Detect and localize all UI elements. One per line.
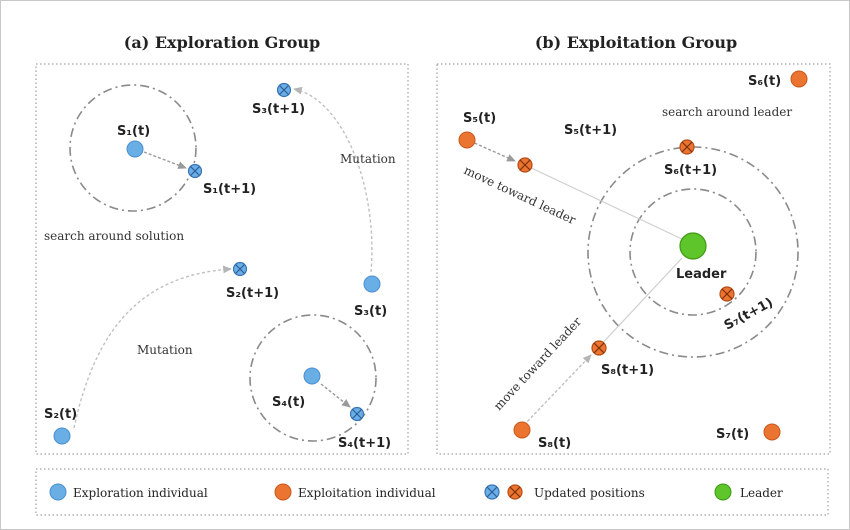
leader-label: Leader — [676, 267, 727, 282]
leader-individual — [679, 232, 707, 260]
s5-next-label: S₅(t+1) — [564, 123, 617, 138]
s2-label: S₂(t) — [44, 407, 77, 422]
legend-exploitation-swatch — [274, 483, 292, 501]
s3-updated-marker — [276, 82, 292, 98]
legend-updated-orange-icon — [507, 484, 523, 500]
legend-leader-swatch — [714, 483, 732, 501]
legend-exploration-label: Exploration individual — [73, 486, 208, 500]
s8-individual — [513, 421, 531, 439]
s8-guide-line — [596, 257, 683, 350]
s3-individual — [363, 275, 381, 293]
search-around-leader-note: search around leader — [662, 105, 792, 119]
legend-leader-label: Leader — [740, 486, 783, 500]
s7-updated-marker — [719, 286, 735, 302]
s8-label: S₈(t) — [538, 436, 571, 451]
legend-updated-blue-icon — [484, 484, 500, 500]
exploitation-title: (b) Exploitation Group — [535, 33, 737, 52]
s6-updated-marker — [679, 139, 695, 155]
s2-updated-marker — [232, 261, 248, 277]
legend-panel — [35, 468, 829, 516]
search-around-solution-note: search around solution — [44, 229, 184, 243]
legend-updated-label: Updated positions — [534, 486, 645, 500]
s1-label: S₁(t) — [117, 124, 150, 139]
s2-individual — [53, 427, 71, 445]
mutation-note-1: Mutation — [137, 343, 193, 357]
s3-mutation-curve — [293, 86, 373, 273]
legend-exploration-swatch — [49, 483, 67, 501]
exploitation-panel — [436, 63, 831, 455]
s1-move-arrow — [143, 151, 187, 169]
s6-individual — [790, 70, 808, 88]
s4-next-label: S₄(t+1) — [338, 436, 391, 451]
s4-individual — [303, 367, 321, 385]
exploration-title: (a) Exploration Group — [124, 33, 320, 52]
s5-move-arrow — [469, 140, 516, 162]
s1-search-circle — [69, 84, 197, 212]
s1-next-label: S₁(t+1) — [203, 182, 256, 197]
s1-individual — [126, 140, 144, 158]
s5-individual — [458, 131, 476, 149]
exploitation-group: S₅(t) S₅(t+1) S₆(t) S₆(t+1) S₇(t) S₇(t+1… — [458, 70, 808, 451]
s4-search-circle — [249, 314, 377, 442]
exploration-panel — [35, 63, 409, 455]
move-toward-leader-note-1: move toward leader — [462, 163, 578, 227]
s1-updated-marker — [187, 163, 203, 179]
s5-updated-marker — [517, 157, 533, 173]
s5-label: S₅(t) — [463, 111, 496, 126]
s5-guide-line — [524, 164, 685, 241]
leader-inner-circle — [629, 188, 757, 316]
mutation-note-2: Mutation — [340, 152, 396, 166]
s4-move-arrow — [320, 383, 351, 408]
s2-next-label: S₂(t+1) — [226, 286, 279, 301]
move-toward-leader-note-2: move toward leader — [491, 314, 584, 413]
legend: Exploration individual Exploitation indi… — [49, 483, 783, 501]
legend-exploitation-label: Exploitation individual — [298, 486, 436, 500]
s3-label: S₃(t) — [354, 304, 387, 319]
s8-move-arrow — [523, 354, 592, 426]
s6-next-label: S₆(t+1) — [664, 163, 717, 178]
s7-next-label: S₇(t+1) — [722, 295, 776, 333]
s4-updated-marker — [349, 406, 365, 422]
s8-updated-marker — [591, 340, 607, 356]
s6-label: S₆(t) — [748, 74, 781, 89]
s3-next-label: S₃(t+1) — [252, 102, 305, 117]
s4-label: S₄(t) — [272, 395, 305, 410]
s7-individual — [763, 423, 781, 441]
s8-next-label: S₈(t+1) — [601, 363, 654, 378]
s7-label: S₇(t) — [716, 427, 749, 442]
s2-mutation-curve — [73, 265, 232, 429]
exploration-group: S₁(t) S₁(t+1) S₂(t) S₂(t+1) S₃(t) S₃(t+1… — [44, 82, 396, 451]
